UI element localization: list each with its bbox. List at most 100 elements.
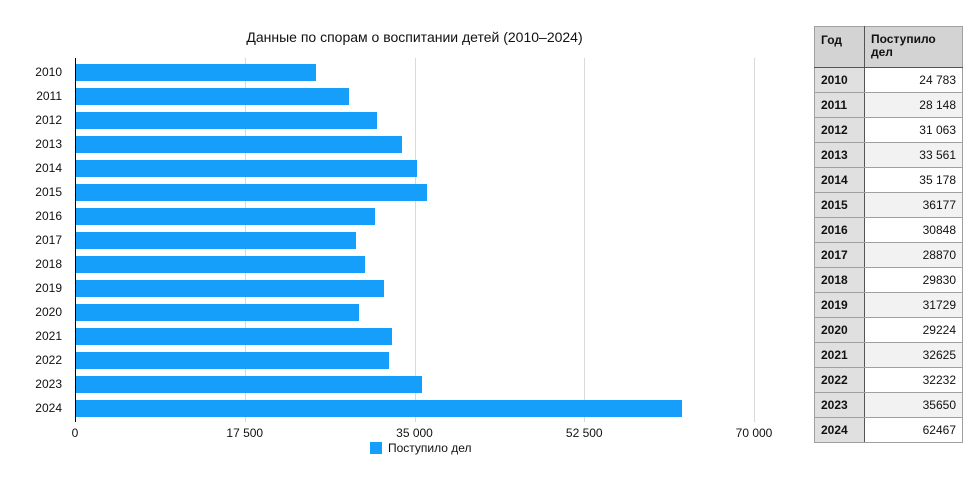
bar[interactable] [76,375,422,393]
table-cell-year: 2022 [814,367,865,393]
bar-chart: Данные по спорам о воспитании детей (201… [35,29,773,455]
table-cell-value: 29224 [864,317,963,343]
y-tick-label: 2011 [36,89,62,103]
table-cell-value: 24 783 [864,67,963,93]
table-cell-year: 2011 [814,92,865,118]
table-row: 2013 33 561 [814,142,963,168]
legend-label: Поступило дел [388,441,472,455]
gridline [414,58,416,422]
y-tick-label: 2013 [35,137,62,151]
table-cell-value: 32625 [864,342,963,368]
bar-row [75,108,754,132]
y-tick-label: 2016 [35,209,62,223]
chart-title: Данные по спорам о воспитании детей (201… [246,29,583,45]
x-tick-label: 70 000 [735,426,773,440]
table-header-value: Поступило дел [864,26,963,68]
table-row: 2019 31729 [814,292,963,318]
bar-row [75,204,754,228]
table-row: 2018 29830 [814,267,963,293]
bar-row [75,276,754,300]
bar-row [75,228,754,252]
table-cell-year: 2018 [814,267,865,293]
table-cell-value: 36177 [864,192,963,218]
y-tick-label: 2023 [35,377,62,391]
y-tick-label: 2021 [35,329,62,343]
bar[interactable] [76,231,357,249]
y-tick-label: 2020 [35,305,62,319]
table-row: 2012 31 063 [814,117,963,143]
bar-row [75,156,754,180]
bar-row [75,348,754,372]
y-tick-label: 2018 [35,257,62,271]
x-tick-label: 52 500 [565,426,603,440]
bar[interactable] [76,303,360,321]
bar[interactable] [76,399,682,417]
table-cell-year: 2014 [814,167,865,193]
bar[interactable] [76,207,376,225]
y-tick-label: 2015 [35,185,62,199]
table-cell-value: 35 178 [864,167,963,193]
bar-row [75,252,754,276]
table-row: 2023 35650 [814,392,963,418]
table-cell-value: 31 063 [864,117,963,143]
table-cell-value: 32232 [864,367,963,393]
table-cell-year: 2012 [814,117,865,143]
table-row: 2017 28870 [814,242,963,268]
bar[interactable] [76,87,350,105]
table-cell-year: 2020 [814,317,865,343]
bar[interactable] [76,135,402,153]
table-row: 2010 24 783 [814,67,963,93]
bar[interactable] [76,111,378,129]
table-row: 2016 30848 [814,217,963,243]
bar[interactable] [76,351,389,369]
y-tick-label: 2019 [35,281,62,295]
table-row: 2021 32625 [814,342,963,368]
table-row: 2011 28 148 [814,92,963,118]
bar-row [75,180,754,204]
table-cell-value: 28870 [864,242,963,268]
y-tick-label: 2012 [35,113,62,127]
x-tick-label: 17 500 [226,426,264,440]
table-header-year: Год [814,26,865,68]
bar-row [75,324,754,348]
table-cell-value: 35650 [864,392,963,418]
table-cell-value: 31729 [864,292,963,318]
bar[interactable] [76,279,384,297]
bar[interactable] [76,183,427,201]
bar-row [75,396,754,420]
x-tick-label: 0 [71,426,79,440]
bar-row [75,372,754,396]
table-cell-year: 2017 [814,242,865,268]
table-cell-value: 29830 [864,267,963,293]
bar[interactable] [76,63,317,81]
table-cell-value: 62467 [864,417,963,443]
table-cell-year: 2021 [814,342,865,368]
bar-row [75,300,754,324]
table-row: 2014 35 178 [814,167,963,193]
gridline [584,58,586,422]
bar-row [75,60,754,84]
bar-row [75,84,754,108]
table-cell-value: 30848 [864,217,963,243]
table-cell-year: 2010 [814,67,865,93]
table-row: 2022 32232 [814,367,963,393]
table-cell-year: 2013 [814,142,865,168]
table-row: 2020 29224 [814,317,963,343]
bar[interactable] [76,255,366,273]
table-cell-value: 33 561 [864,142,963,168]
y-tick-label: 2017 [35,233,62,247]
y-axis-line [75,58,76,422]
bar-row [75,132,754,156]
bar[interactable] [76,327,393,345]
legend-swatch [370,442,382,454]
y-tick-label: 2024 [35,401,62,415]
table-cell-year: 2015 [814,192,865,218]
table-cell-year: 2024 [814,417,865,443]
x-tick-label: 35 000 [396,426,433,440]
table-row: 2024 62467 [814,417,963,443]
bar[interactable] [76,159,418,177]
table-cell-value: 28 148 [864,92,963,118]
table-row: 2015 36177 [814,192,963,218]
table-body: 2010 24 783 2011 28 148 2012 31 063 2013 33 561… [814,67,963,443]
data-table: Год Поступило дел 2010 24 783 2011 28 148 20… [814,26,963,443]
